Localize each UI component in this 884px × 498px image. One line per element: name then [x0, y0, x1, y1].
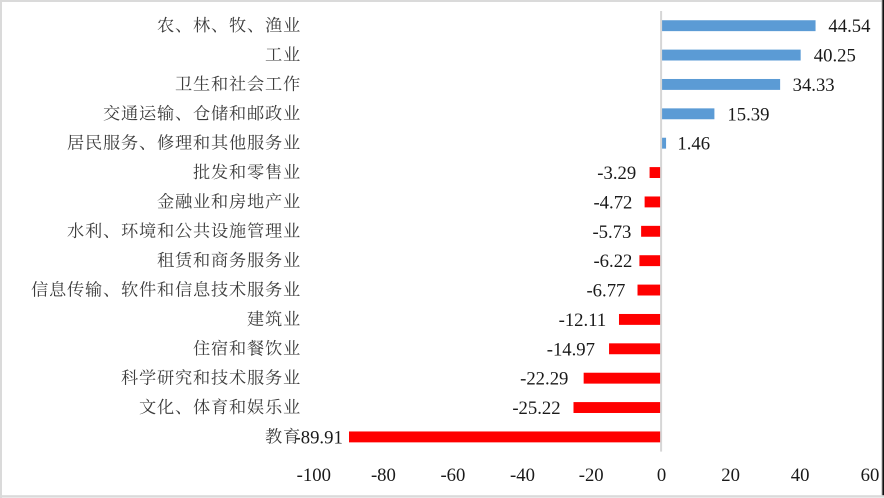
svg-text:-12.11: -12.11 [559, 310, 607, 331]
svg-text:-14.97: -14.97 [547, 339, 595, 360]
svg-text:34.33: 34.33 [793, 75, 835, 96]
svg-text:-22.29: -22.29 [520, 369, 568, 390]
svg-text:40.25: 40.25 [814, 46, 856, 67]
svg-text:-25.22: -25.22 [512, 398, 560, 419]
svg-text:-4.72: -4.72 [593, 192, 632, 213]
svg-text:20: 20 [721, 465, 740, 486]
svg-text:-89.91: -89.91 [295, 427, 343, 448]
svg-text:15.39: 15.39 [727, 104, 769, 125]
svg-text:0: 0 [657, 465, 666, 486]
svg-text:-6.77: -6.77 [586, 281, 625, 302]
svg-text:40: 40 [791, 465, 810, 486]
svg-text:-40: -40 [510, 465, 535, 486]
svg-text:-60: -60 [440, 465, 465, 486]
svg-text:-80: -80 [371, 465, 396, 486]
svg-text:1.46: 1.46 [677, 134, 710, 155]
svg-text:-20: -20 [579, 465, 604, 486]
svg-text:-6.22: -6.22 [593, 251, 632, 272]
svg-text:60: 60 [861, 465, 880, 486]
svg-text:-5.73: -5.73 [592, 222, 631, 243]
svg-text:44.54: 44.54 [828, 16, 871, 37]
svg-text:-100: -100 [297, 465, 331, 486]
svg-text:-3.29: -3.29 [597, 163, 636, 184]
